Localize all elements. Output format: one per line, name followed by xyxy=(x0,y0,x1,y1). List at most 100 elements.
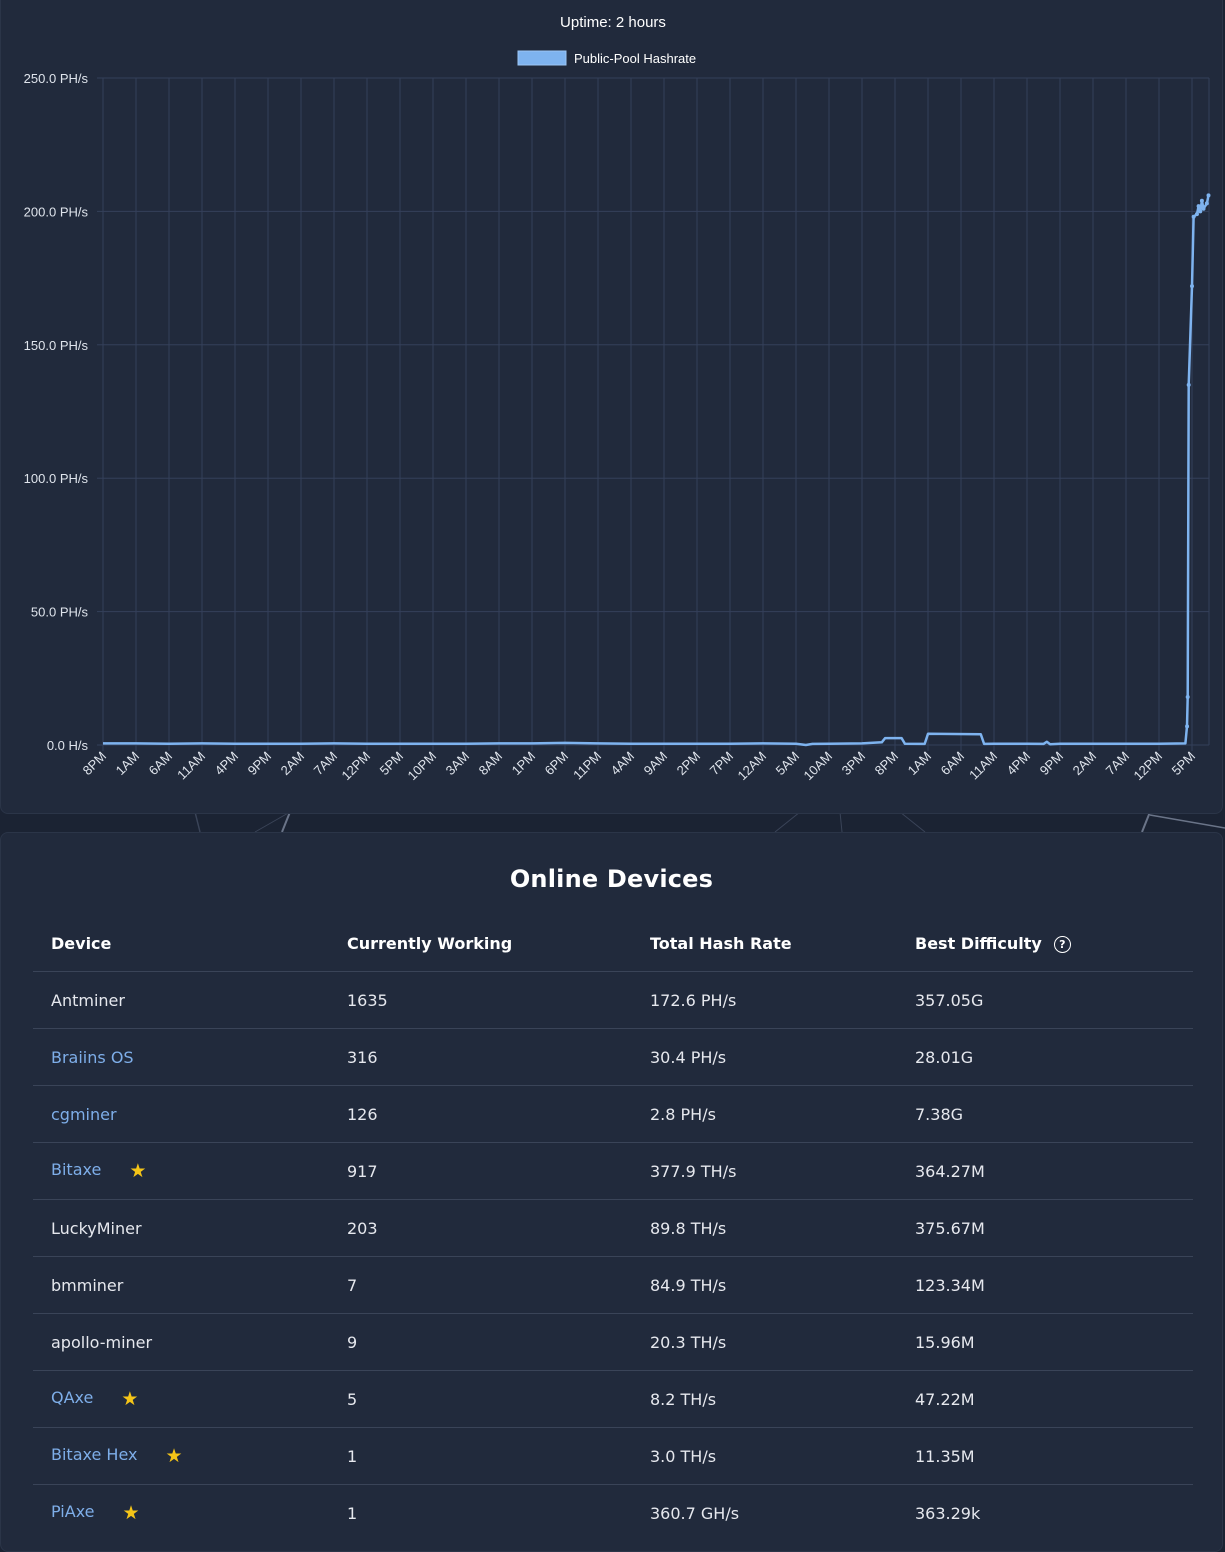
x-tick-label: 3AM xyxy=(443,749,473,779)
data-point[interactable] xyxy=(1190,284,1194,289)
table-row: LuckyMiner 203 89.8 TH/s 375.67M xyxy=(33,1199,1193,1257)
x-tick-label: 4PM xyxy=(212,749,242,779)
device-link[interactable]: Bitaxe Hex xyxy=(51,1445,138,1464)
x-tick-label: 6AM xyxy=(146,749,176,779)
data-point[interactable] xyxy=(1186,382,1191,387)
data-point[interactable] xyxy=(1185,724,1190,729)
device-link[interactable]: QAxe xyxy=(51,1388,94,1407)
hash-rate-cell: 84.9 TH/s xyxy=(632,1256,897,1314)
device-name: apollo-miner xyxy=(51,1332,153,1352)
best-difficulty-cell: 7.38G xyxy=(897,1085,1193,1143)
star-icon: ★ xyxy=(129,1160,147,1182)
device-cell: Antminer xyxy=(33,971,329,1029)
x-tick-label: 8PM xyxy=(872,749,902,779)
x-tick-label: 2AM xyxy=(1070,749,1100,779)
table-row: apollo-miner 9 20.3 TH/s 15.96M xyxy=(33,1313,1193,1371)
help-icon[interactable]: ? xyxy=(1053,935,1071,953)
device-name: LuckyMiner xyxy=(51,1218,142,1238)
device-name: Antminer xyxy=(51,990,125,1010)
data-point[interactable] xyxy=(1199,198,1204,203)
devices-title: Online Devices xyxy=(509,865,714,893)
currently-working-cell: 9 xyxy=(329,1313,632,1371)
device-cell: Bitaxe Hex ★ xyxy=(33,1427,329,1485)
device-cell: PiAxe ★ xyxy=(33,1485,329,1542)
x-tick-label: 1AM xyxy=(905,749,935,779)
x-tick-label: 4AM xyxy=(608,749,638,779)
device-link[interactable]: PiAxe xyxy=(51,1502,95,1521)
table-row: Bitaxe ★ 917 377.9 TH/s 364.27M xyxy=(33,1142,1193,1200)
x-tick-label: 12PM xyxy=(1130,749,1165,784)
table-row: cgminer 126 2.8 PH/s 7.38G xyxy=(33,1085,1193,1143)
table-row: Braiins OS 316 30.4 PH/s 28.01G xyxy=(33,1028,1193,1086)
y-tick-label: 100.0 PH/s xyxy=(24,471,89,486)
x-tick-label: 5AM xyxy=(773,749,803,779)
best-difficulty-cell: 123.34M xyxy=(897,1256,1193,1314)
y-tick-label: 150.0 PH/s xyxy=(24,338,89,353)
x-tick-label: 1PM xyxy=(509,749,539,779)
table-header-row: Device Currently Working Total Hash Rate… xyxy=(33,915,1193,972)
table-row: bmminer 7 84.9 TH/s 123.34M xyxy=(33,1256,1193,1314)
x-tick-label: 9PM xyxy=(245,749,275,779)
y-tick-label: 50.0 PH/s xyxy=(31,605,89,620)
x-tick-label: 9AM xyxy=(641,749,671,779)
chart-title: Uptime: 2 hours xyxy=(560,14,666,31)
best-difficulty-cell: 364.27M xyxy=(897,1142,1193,1200)
hash-rate-cell: 172.6 PH/s xyxy=(632,971,897,1029)
data-point[interactable] xyxy=(1196,204,1201,209)
x-tick-label: 7PM xyxy=(707,749,737,779)
device-name: bmminer xyxy=(51,1275,124,1295)
legend-swatch[interactable] xyxy=(517,50,567,66)
online-devices-card: Online Devices Device Currently Working … xyxy=(0,832,1223,1552)
y-tick-label: 0.0 H/s xyxy=(47,738,89,753)
x-tick-label: 8AM xyxy=(476,749,506,779)
currently-working-cell: 203 xyxy=(329,1199,632,1257)
device-cell: bmminer xyxy=(33,1256,329,1314)
device-cell: Braiins OS xyxy=(33,1028,329,1086)
x-tick-label: 1AM xyxy=(113,749,143,779)
header-best-difficulty-label: Best Difficulty xyxy=(915,933,1042,953)
currently-working-cell: 917 xyxy=(329,1142,632,1200)
best-difficulty-cell: 375.67M xyxy=(897,1199,1193,1257)
hash-rate-cell: 8.2 TH/s xyxy=(632,1370,897,1428)
hashrate-chart: Uptime: 2 hours Public-Pool Hashrate 0.0 H… xyxy=(24,14,1211,784)
header-currently-working: Currently Working xyxy=(329,915,632,972)
legend-label[interactable]: Public-Pool Hashrate xyxy=(574,51,696,66)
x-tick-label: 6PM xyxy=(542,749,572,779)
header-best-difficulty: Best Difficulty? xyxy=(897,915,1193,972)
currently-working-cell: 5 xyxy=(329,1370,632,1428)
x-tick-label: 11PM xyxy=(570,749,604,783)
data-point[interactable] xyxy=(1191,214,1196,219)
data-point[interactable] xyxy=(1198,209,1203,214)
best-difficulty-cell: 15.96M xyxy=(897,1313,1193,1371)
hash-rate-cell: 3.0 TH/s xyxy=(632,1427,897,1485)
x-tick-label: 4PM xyxy=(1004,749,1034,779)
data-point[interactable] xyxy=(1204,201,1209,206)
x-tick-label: 10AM xyxy=(800,749,835,784)
table-row: Bitaxe Hex ★ 1 3.0 TH/s 11.35M xyxy=(33,1427,1193,1485)
device-link[interactable]: cgminer xyxy=(51,1104,117,1124)
x-tick-label: 12PM xyxy=(338,749,373,784)
data-point[interactable] xyxy=(1185,694,1190,699)
x-tick-label: 2PM xyxy=(674,749,704,779)
x-tick-label: 11AM xyxy=(174,749,208,783)
x-tick-label: 2AM xyxy=(278,749,308,779)
currently-working-cell: 1635 xyxy=(329,971,632,1029)
table-row: Antminer 1635 172.6 PH/s 357.05G xyxy=(33,971,1193,1029)
x-tick-label: 5PM xyxy=(1169,749,1199,779)
data-point[interactable] xyxy=(1206,193,1211,198)
star-icon: ★ xyxy=(122,1502,140,1524)
hash-rate-cell: 2.8 PH/s xyxy=(632,1085,897,1143)
device-link[interactable]: Braiins OS xyxy=(51,1047,134,1067)
hash-rate-cell: 89.8 TH/s xyxy=(632,1199,897,1257)
x-tick-label: 7AM xyxy=(311,749,341,779)
x-tick-label: 3PM xyxy=(839,749,869,779)
best-difficulty-cell: 357.05G xyxy=(897,971,1193,1029)
data-point[interactable] xyxy=(1194,212,1199,217)
device-link[interactable]: Bitaxe xyxy=(51,1160,102,1179)
x-tick-label: 11AM xyxy=(966,749,1000,783)
x-tick-label: 7AM xyxy=(1103,749,1133,779)
data-point[interactable] xyxy=(1201,206,1206,211)
best-difficulty-cell: 47.22M xyxy=(897,1370,1193,1428)
best-difficulty-cell: 28.01G xyxy=(897,1028,1193,1086)
